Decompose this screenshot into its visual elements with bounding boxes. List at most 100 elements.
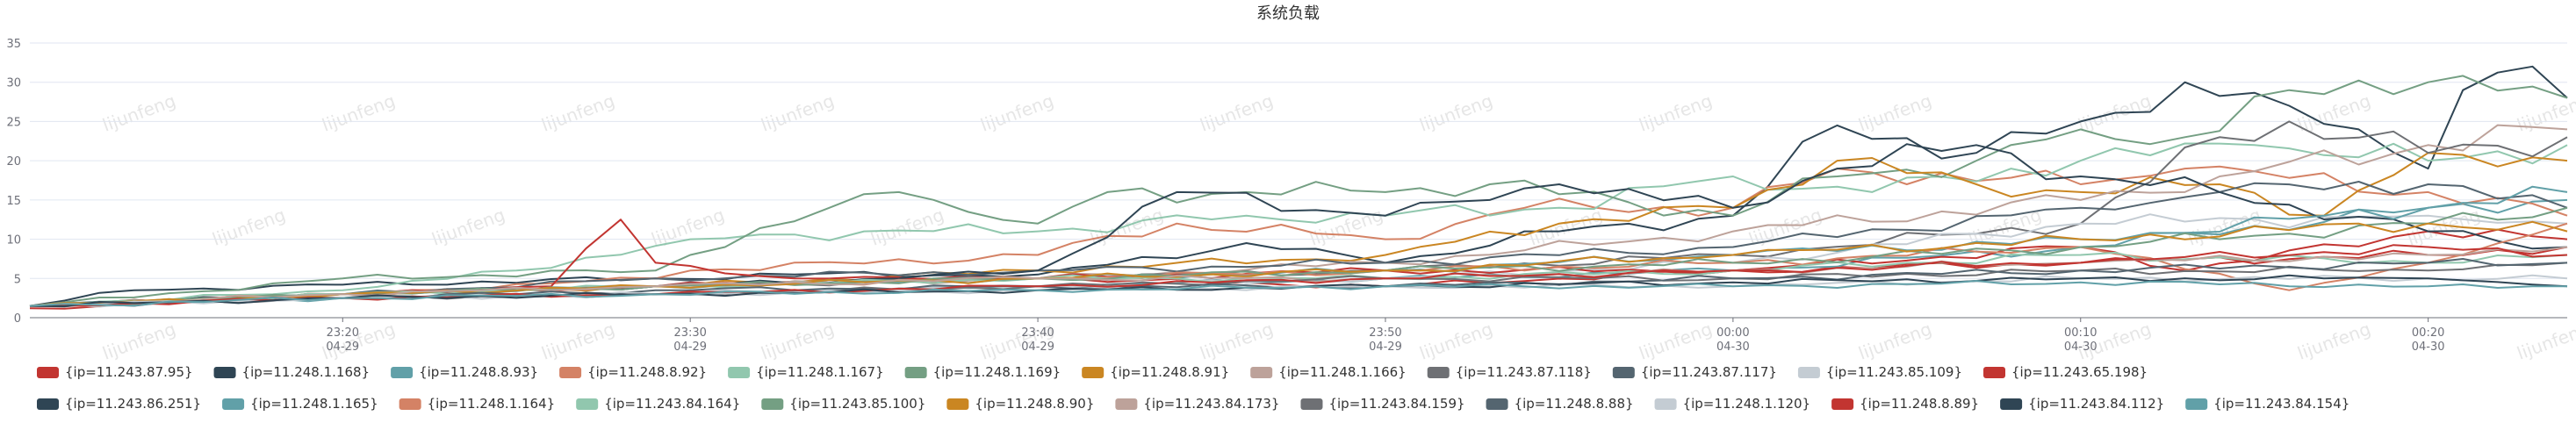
legend-item[interactable]: {ip=11.243.84.173} — [1115, 396, 1279, 412]
y-tick-label: 35 — [6, 38, 21, 51]
legend-label: {ip=11.248.1.120} — [1683, 396, 1811, 412]
legend-swatch — [728, 367, 751, 378]
legend-label: {ip=11.248.8.88} — [1515, 396, 1634, 412]
legend-item[interactable]: {ip=11.248.1.167} — [728, 364, 884, 380]
y-axis: 0 5 10 15 20 25 30 35 — [6, 38, 21, 326]
legend-swatch — [213, 367, 236, 378]
legend-label: {ip=11.248.8.93} — [419, 364, 538, 380]
legend-item[interactable]: {ip=11.243.87.117} — [1612, 364, 1777, 380]
legend-item[interactable]: {ip=11.243.84.112} — [2000, 396, 2164, 412]
chart-title: 系统负载 — [1256, 4, 1320, 23]
legend-item[interactable]: {ip=11.243.85.109} — [1797, 364, 1962, 380]
watermark-text: lijunfeng — [2515, 318, 2576, 363]
series-line[interactable] — [29, 181, 2568, 307]
legend-item[interactable]: {ip=11.243.84.154} — [2185, 396, 2349, 412]
legend-label: {ip=11.248.8.90} — [975, 396, 1094, 412]
legend-item[interactable]: {ip=11.243.85.100} — [761, 396, 925, 412]
legend-label: {ip=11.243.85.109} — [1826, 364, 1962, 380]
legend-item[interactable]: {ip=11.248.8.89} — [1831, 396, 1979, 412]
legend-swatch — [37, 367, 59, 378]
legend-item[interactable]: {ip=11.248.8.90} — [946, 396, 1094, 412]
watermark-text: lijunfeng — [1637, 90, 1716, 135]
legend-label: {ip=11.243.86.251} — [65, 396, 201, 412]
legend-label: {ip=11.248.1.167} — [756, 364, 884, 380]
y-tick-label: 10 — [6, 234, 21, 247]
legend-item[interactable]: {ip=11.248.8.92} — [559, 364, 707, 380]
x-tick-time: 00:20 — [2412, 326, 2444, 340]
legend-item[interactable]: {ip=11.243.87.95} — [37, 364, 193, 380]
x-tick-time: 23:30 — [673, 326, 706, 340]
legend-swatch — [1427, 367, 1450, 378]
legend-label: {ip=11.248.1.169} — [933, 364, 1061, 380]
watermark-text: lijunfeng — [978, 90, 1057, 135]
y-tick-label: 0 — [14, 312, 21, 326]
legend: {ip=11.243.87.95} {ip=11.248.1.168} {ip=11… — [37, 364, 2349, 412]
watermark-text: lijunfeng — [2295, 318, 2374, 363]
legend-item[interactable]: {ip=11.243.65.198} — [1983, 364, 2148, 380]
watermark-text: lijunfeng — [2295, 90, 2374, 135]
legend-swatch — [1250, 367, 1273, 378]
watermark-text: lijunfeng — [1198, 90, 1277, 135]
legend-label: {ip=11.248.1.165} — [250, 396, 378, 412]
legend-swatch — [559, 367, 582, 378]
legend-label: {ip=11.248.1.164} — [428, 396, 556, 412]
legend-swatch — [946, 398, 969, 410]
x-tick-time: 00:10 — [2064, 326, 2097, 340]
x-tick-time: 23:20 — [327, 326, 359, 340]
legend-swatch — [1983, 367, 2006, 378]
watermark-layer: lijunfeng lijunfeng lijunfeng lijunfeng liju… — [100, 90, 2576, 363]
legend-swatch — [1300, 398, 1323, 410]
series-line[interactable] — [29, 280, 2567, 307]
legend-item[interactable]: {ip=11.248.1.165} — [222, 396, 378, 412]
legend-item[interactable]: {ip=11.248.8.91} — [1082, 364, 1229, 380]
legend-label: {ip=11.243.84.164} — [604, 396, 740, 412]
watermark-text: lijunfeng — [1856, 318, 1935, 363]
watermark-text: lijunfeng — [1198, 318, 1277, 363]
legend-swatch — [1115, 398, 1138, 410]
watermark-text: lijunfeng — [759, 318, 838, 363]
legend-swatch — [1612, 367, 1635, 378]
x-tick-time: 00:00 — [1716, 326, 1749, 340]
legend-item[interactable]: {ip=11.248.1.168} — [213, 364, 371, 380]
legend-item[interactable]: {ip=11.248.1.169} — [904, 364, 1061, 380]
watermark-text: lijunfeng — [210, 204, 289, 249]
x-tick-date: 04-30 — [2412, 341, 2445, 354]
series-line[interactable] — [29, 65, 2568, 307]
x-tick-date: 04-29 — [1369, 341, 1402, 354]
legend-item[interactable]: {ip=11.248.1.164} — [399, 396, 556, 412]
series-line[interactable] — [29, 142, 2568, 307]
legend-label: {ip=11.243.84.112} — [2028, 396, 2164, 412]
legend-label: {ip=11.248.8.91} — [1110, 364, 1229, 380]
y-tick-label: 5 — [14, 273, 21, 286]
watermark-text: lijunfeng — [1088, 204, 1167, 249]
legend-item[interactable]: {ip=11.243.84.159} — [1300, 396, 1465, 412]
legend-item[interactable]: {ip=11.243.87.118} — [1427, 364, 1592, 380]
y-tick-label: 25 — [6, 116, 21, 129]
grid-lines — [30, 42, 2567, 319]
x-tick-date: 04-29 — [326, 341, 359, 354]
legend-label: {ip=11.243.85.100} — [789, 396, 925, 412]
legend-item[interactable]: {ip=11.248.8.88} — [1486, 396, 1634, 412]
legend-item[interactable]: {ip=11.248.1.120} — [1654, 396, 1811, 412]
x-tick-date: 04-29 — [1021, 341, 1054, 354]
legend-label: {ip=11.243.84.159} — [1328, 396, 1464, 412]
y-tick-label: 20 — [6, 155, 21, 168]
x-tick-date: 04-30 — [1716, 341, 1750, 354]
watermark-text: lijunfeng — [759, 90, 838, 135]
legend-swatch — [1082, 367, 1105, 378]
legend-swatch — [391, 367, 414, 378]
legend-item[interactable]: {ip=11.248.8.93} — [391, 364, 538, 380]
legend-item[interactable]: {ip=11.243.86.251} — [37, 396, 201, 412]
legend-swatch — [1486, 398, 1508, 410]
legend-item[interactable]: {ip=11.243.84.164} — [576, 396, 740, 412]
x-tick-time: 23:40 — [1021, 326, 1054, 340]
watermark-text: lijunfeng — [100, 90, 179, 135]
legend-label: {ip=11.243.87.117} — [1641, 364, 1777, 380]
legend-swatch — [1831, 398, 1854, 410]
series-line[interactable] — [29, 75, 2568, 307]
legend-item[interactable]: {ip=11.248.1.166} — [1250, 364, 1407, 380]
legend-swatch — [2000, 398, 2023, 410]
legend-label: {ip=11.243.84.154} — [2213, 396, 2349, 412]
watermark-text: lijunfeng — [429, 204, 508, 249]
watermark-text: lijunfeng — [1417, 90, 1496, 135]
